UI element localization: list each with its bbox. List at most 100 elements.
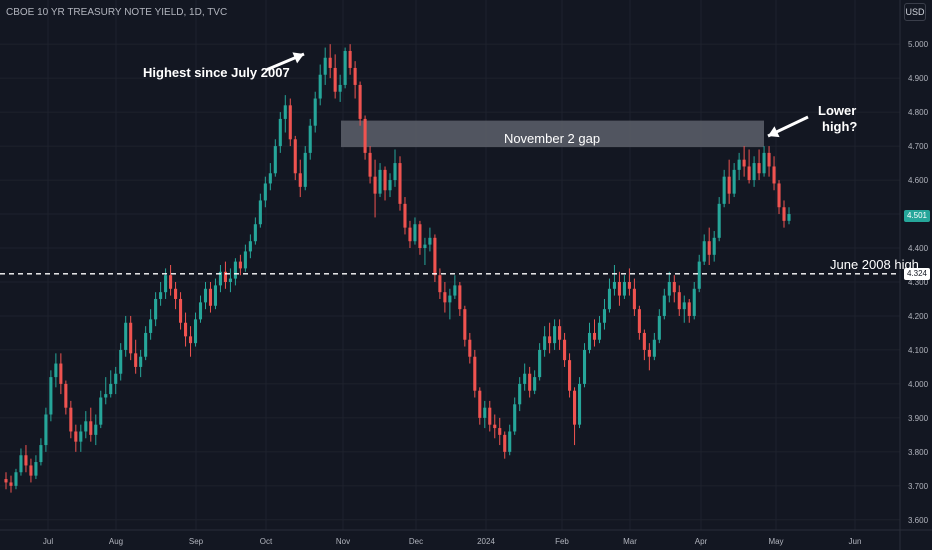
candle-body bbox=[672, 281, 676, 293]
candle-body bbox=[458, 285, 462, 310]
candle-body bbox=[84, 421, 88, 432]
candle-body bbox=[198, 302, 203, 320]
x-tick-label: Jul bbox=[43, 537, 53, 546]
candle-body bbox=[253, 224, 257, 242]
candle-body bbox=[592, 332, 597, 340]
candle-body bbox=[697, 261, 701, 289]
candle-body bbox=[4, 479, 8, 483]
candle-body bbox=[418, 224, 422, 249]
candle-body bbox=[493, 424, 497, 429]
candle-body bbox=[508, 431, 512, 452]
candle-body bbox=[318, 74, 322, 99]
candle-body bbox=[54, 363, 58, 378]
candle-body bbox=[293, 139, 297, 174]
y-tick-label: 4.000 bbox=[908, 380, 929, 389]
gap-zone bbox=[341, 120, 764, 148]
y-tick-label: 4.400 bbox=[908, 244, 929, 253]
candle-body bbox=[228, 278, 232, 282]
candle-body bbox=[413, 224, 417, 242]
candle-body bbox=[208, 288, 213, 306]
candle-body bbox=[268, 173, 272, 184]
candle-body bbox=[607, 288, 612, 310]
candle-body bbox=[273, 146, 277, 174]
candle-body bbox=[787, 214, 791, 221]
candle-body bbox=[313, 98, 317, 126]
candle-body bbox=[612, 281, 616, 289]
candle-body bbox=[652, 339, 656, 357]
candle-body bbox=[358, 84, 362, 119]
candle-body bbox=[308, 125, 312, 153]
candle-body bbox=[587, 332, 592, 350]
candle-body bbox=[114, 373, 118, 384]
candle-body bbox=[243, 251, 247, 269]
currency-button[interactable]: USD bbox=[904, 3, 926, 21]
x-tick-label: Apr bbox=[695, 537, 708, 546]
candle-body bbox=[104, 394, 108, 398]
candle-body bbox=[647, 349, 651, 357]
candle-body bbox=[303, 152, 307, 187]
annotation-highest: Highest since July 2007 bbox=[143, 65, 290, 80]
candle-body bbox=[203, 288, 208, 303]
candle-body bbox=[278, 118, 282, 147]
candle-body bbox=[767, 152, 771, 167]
candle-body bbox=[323, 57, 327, 75]
candle-body bbox=[368, 152, 372, 177]
candle-body bbox=[687, 302, 691, 316]
candle-body bbox=[109, 383, 113, 395]
candle-body bbox=[29, 465, 33, 476]
y-tick-label: 3.900 bbox=[908, 414, 929, 423]
candle-body bbox=[677, 292, 681, 310]
candle-body bbox=[338, 84, 342, 92]
candle-body bbox=[662, 295, 666, 316]
candle-body bbox=[353, 67, 357, 85]
y-tick-label: 4.200 bbox=[908, 312, 929, 321]
x-tick-label: Oct bbox=[260, 537, 273, 546]
candle-body bbox=[403, 203, 407, 228]
candle-body bbox=[772, 166, 776, 184]
candle-body bbox=[193, 319, 198, 344]
candle-body bbox=[183, 322, 188, 337]
candles-layer bbox=[4, 44, 791, 493]
candle-body bbox=[657, 315, 661, 340]
annotation-gap: November 2 gap bbox=[503, 131, 601, 146]
candle-body bbox=[383, 169, 387, 191]
candle-body bbox=[622, 281, 626, 296]
candle-body bbox=[717, 203, 721, 238]
candle-body bbox=[533, 377, 537, 391]
candle-body bbox=[288, 105, 292, 140]
candle-body bbox=[248, 241, 252, 252]
candle-body bbox=[263, 183, 267, 201]
candle-body bbox=[468, 339, 472, 357]
candle-body bbox=[518, 383, 522, 405]
candle-body bbox=[44, 414, 48, 446]
x-tick-label: May bbox=[768, 537, 783, 546]
annotation-lower-1: Lower bbox=[818, 103, 857, 118]
candle-body bbox=[528, 373, 532, 391]
candle-body bbox=[388, 180, 392, 191]
candle-body bbox=[707, 241, 711, 255]
candle-body bbox=[9, 482, 13, 486]
price-axis[interactable]: 3.600 3.700 3.800 3.900 4.000 4.100 4.200 4.300… bbox=[899, 0, 929, 550]
candle-body bbox=[119, 349, 123, 374]
candle-body bbox=[159, 292, 163, 299]
candle-body bbox=[448, 295, 452, 303]
candle-body bbox=[94, 424, 98, 435]
candle-body bbox=[134, 353, 138, 367]
candle-body bbox=[747, 166, 751, 181]
candle-body bbox=[188, 336, 193, 344]
candle-body bbox=[443, 292, 447, 303]
candle-body bbox=[154, 298, 158, 320]
candle-body bbox=[333, 67, 337, 92]
x-tick-label: 2024 bbox=[477, 537, 495, 546]
candle-body bbox=[428, 237, 432, 245]
candle-body bbox=[74, 431, 78, 442]
time-axis[interactable]: Jul Aug Sep Oct Nov Dec 2024 Feb Mar Apr May Jun bbox=[0, 529, 932, 546]
candle-body bbox=[577, 383, 582, 425]
candle-body bbox=[563, 339, 567, 361]
candle-body bbox=[373, 176, 377, 194]
candle-body bbox=[49, 377, 53, 415]
annotation-lower-2: high? bbox=[822, 119, 858, 134]
candle-body bbox=[258, 200, 262, 225]
candle-body bbox=[144, 332, 148, 357]
